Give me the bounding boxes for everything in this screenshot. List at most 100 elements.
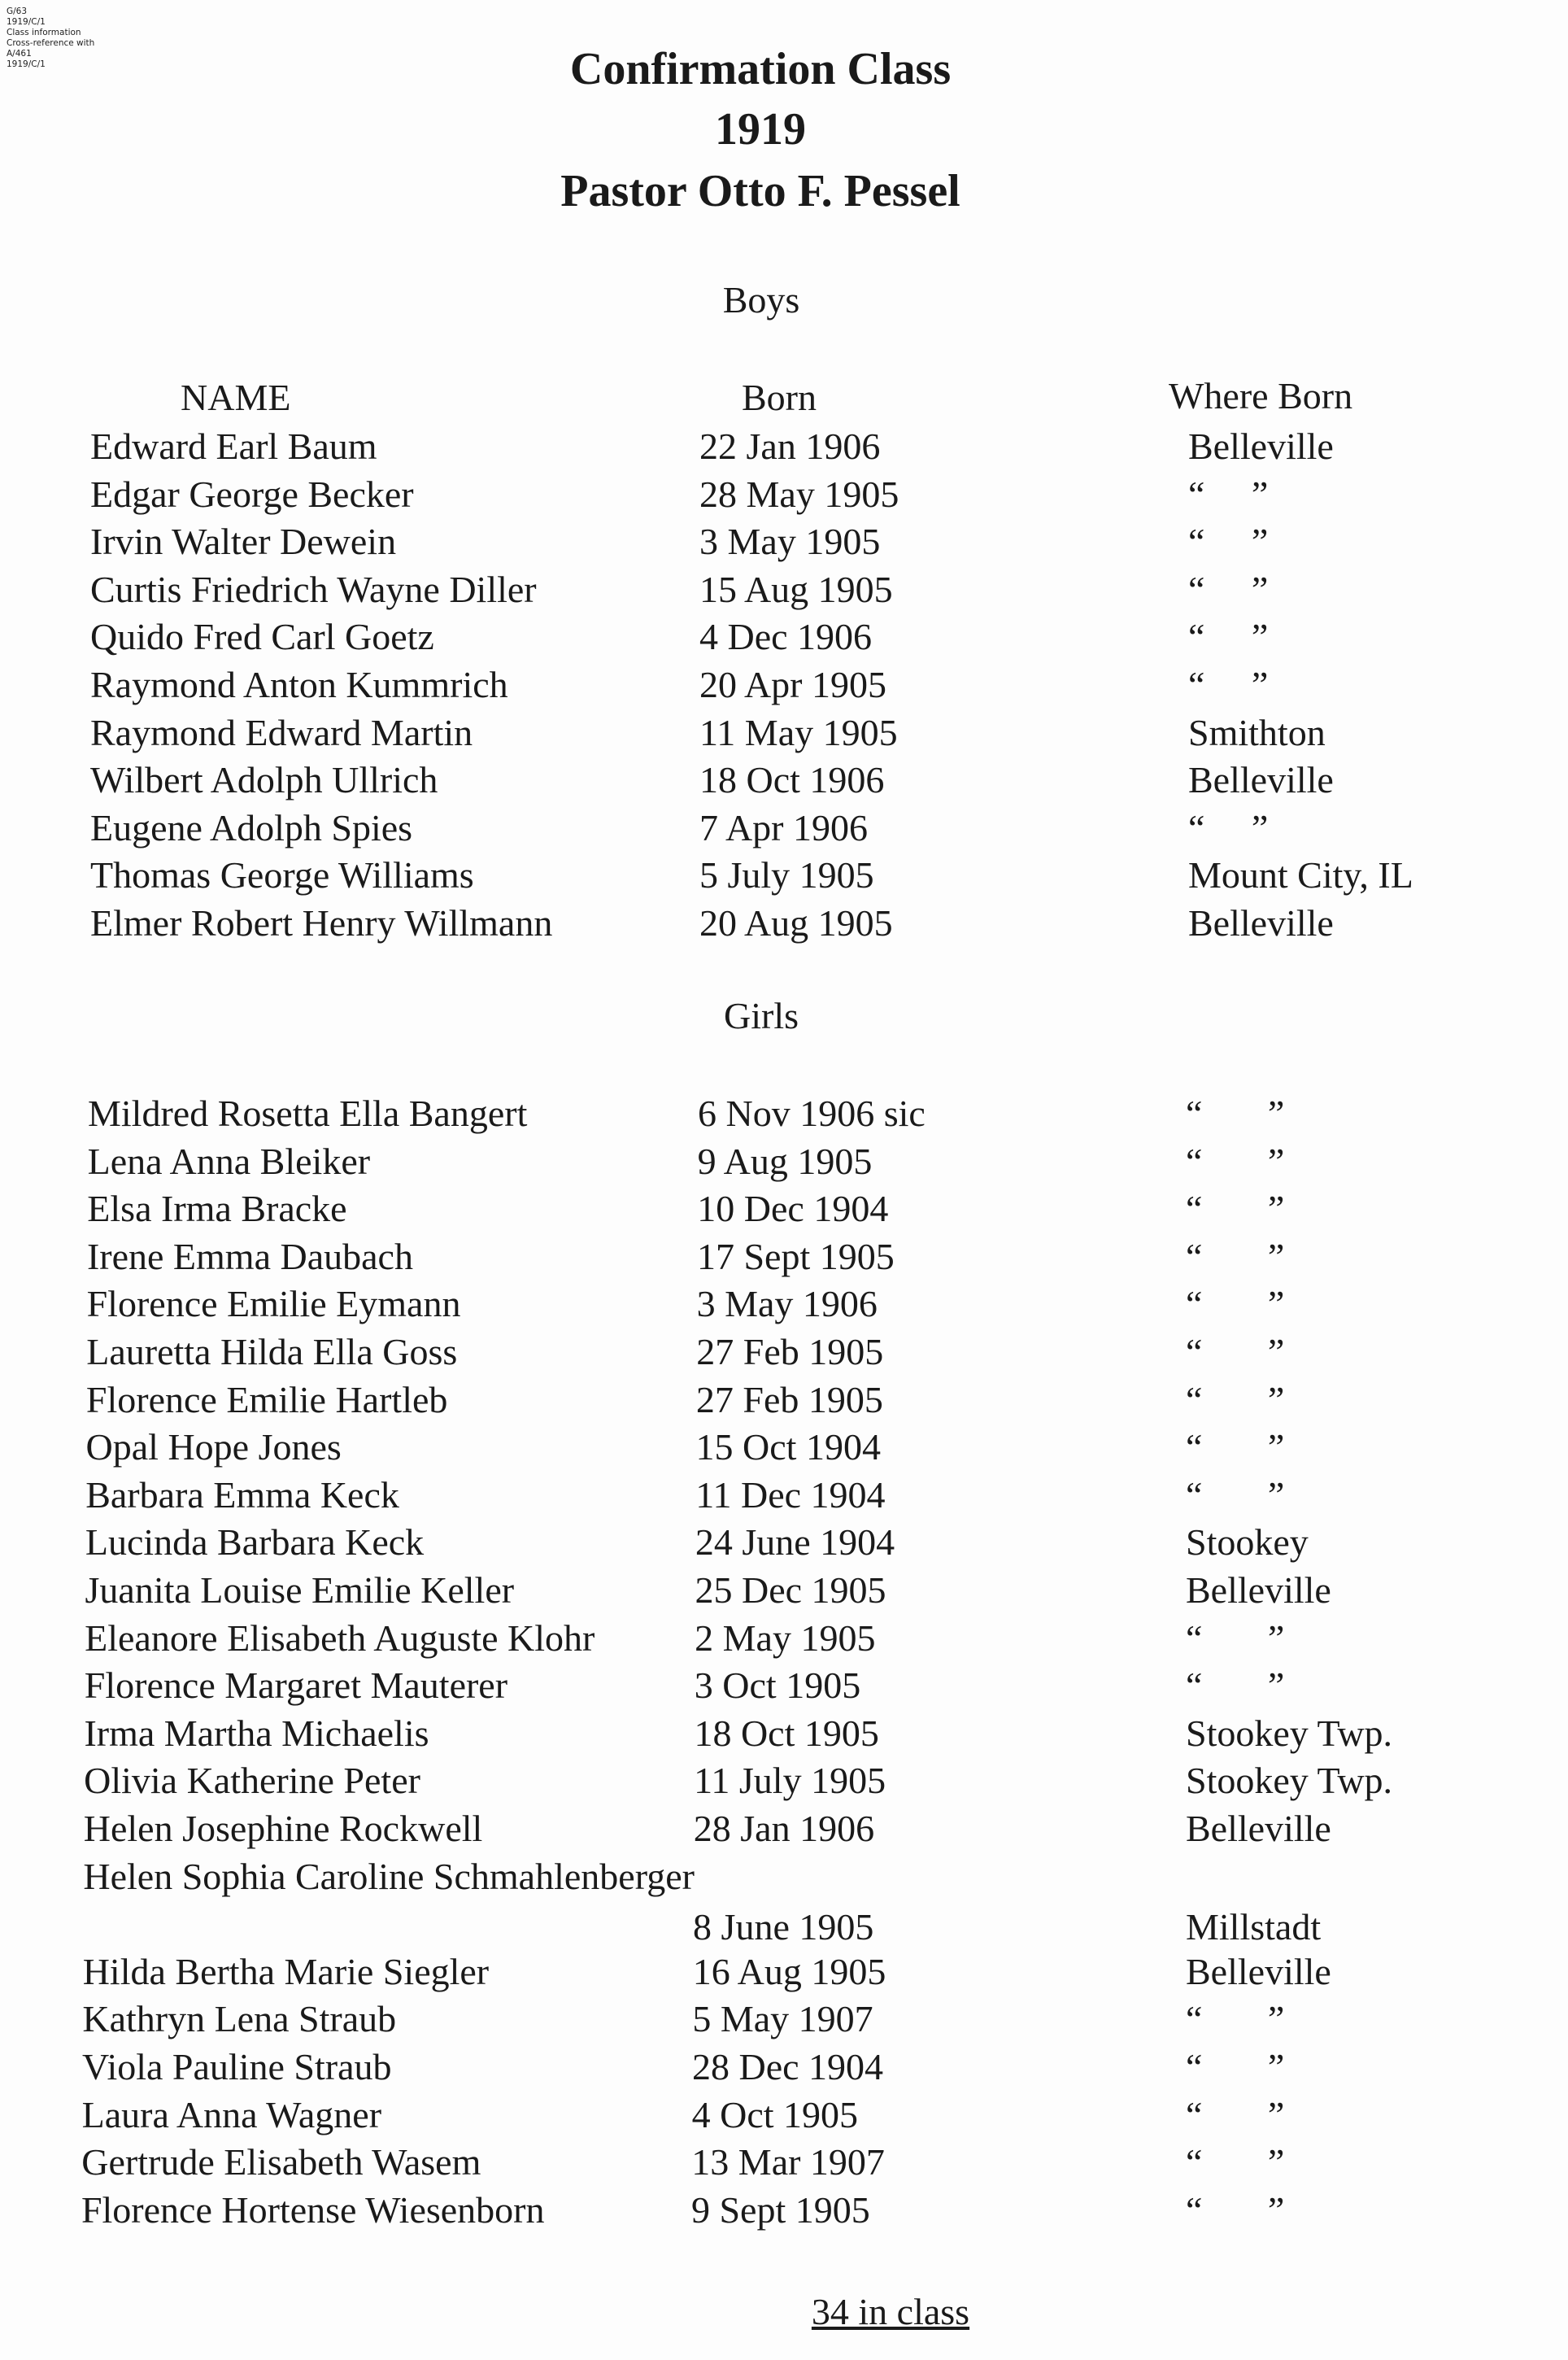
birthplace: “ ” [1186, 1616, 1285, 1659]
person-name: Irvin Walter Dewein [90, 521, 397, 563]
birthplace: “ ” [1188, 664, 1269, 705]
person-name: Curtis Friedrich Wayne Diller [90, 568, 537, 610]
note-line: 1919/C/1 [7, 17, 46, 27]
birth-date: 8 June 1905 [693, 1906, 874, 1948]
person-name: Thomas George Williams [90, 854, 474, 896]
table-row: Edgar George Becker 28 May 1905 “ ” [0, 471, 1568, 518]
birthplace: Belleville [1188, 425, 1334, 467]
birthplace: “ ” [1188, 806, 1269, 848]
person-name: Wilbert Adolph Ullrich [90, 759, 438, 801]
note-line: Class information [7, 28, 81, 37]
person-name: Quido Fred Carl Goetz [90, 616, 434, 658]
birth-date: 20 Aug 1905 [699, 902, 893, 944]
person-name: Elsa Irma Bracke [87, 1188, 347, 1230]
birthplace: “ ” [1186, 1093, 1285, 1134]
person-name: Gertrude Elisabeth Wasem [81, 2141, 481, 2183]
birth-date: 20 Apr 1905 [699, 664, 886, 705]
birthplace: “ ” [1186, 1664, 1285, 1707]
girls-heading: Girls [724, 995, 799, 1036]
person-name: Mildred Rosetta Ella Bangert [88, 1093, 528, 1134]
table-row: Florence Hortense Wiesenborn 9 Sept 1905 “… [0, 2187, 1568, 2234]
birthplace: “ ” [1186, 1283, 1285, 1325]
born-column-header: Born [742, 377, 817, 418]
person-name: Laura Anna Wagner [81, 2093, 382, 2135]
pastor-name: Pastor Otto F. Pessel [560, 166, 960, 216]
birth-date: 27 Feb 1905 [696, 1331, 884, 1372]
table-row: Lucinda Barbara Keck 24 June 1904 Stookey [0, 1519, 1568, 1566]
table-row: Laura Anna Wagner 4 Oct 1905 “ ” [0, 2092, 1568, 2139]
person-name: Raymond Edward Martin [90, 711, 473, 753]
table-row: Curtis Friedrich Wayne Diller 15 Aug 1905… [0, 566, 1568, 613]
birth-date: 22 Jan 1906 [699, 425, 881, 467]
table-row: Kathryn Lena Straub 5 May 1907 “ ” [0, 1996, 1568, 2043]
table-row: Mildred Rosetta Ella Bangert 6 Nov 1906 s… [0, 1090, 1568, 1137]
table-row: Elsa Irma Bracke 10 Dec 1904 “ ” [0, 1185, 1568, 1232]
birthplace: “ ” [1186, 2093, 1285, 2135]
table-row: Elmer Robert Henry Willmann 20 Aug 1905 Be… [0, 900, 1568, 947]
note-line: 1919/C/1 [7, 59, 46, 69]
table-row: Helen Josephine Rockwell 28 Jan 1906 Belle… [0, 1805, 1568, 1852]
person-name: Edward Earl Baum [90, 425, 377, 467]
birthplace: “ ” [1186, 2188, 1285, 2231]
birth-date: 25 Dec 1905 [695, 1569, 886, 1611]
person-name: Opal Hope Jones [85, 1426, 342, 1468]
table-row: Thomas George Williams 5 July 1905 Mount C… [0, 852, 1568, 899]
birth-date: 13 Mar 1907 [691, 2141, 885, 2183]
person-name: Irma Martha Michaelis [84, 1712, 429, 1754]
page-title: Confirmation Class [569, 44, 952, 94]
note-line: Cross-reference with [7, 38, 95, 48]
birth-date: 4 Dec 1906 [699, 616, 873, 658]
birthplace: “ ” [1186, 1473, 1285, 1516]
birthplace: Stookey Twp. [1186, 1760, 1393, 1802]
person-name: Raymond Anton Kummrich [90, 664, 508, 705]
table-row: Viola Pauline Straub 28 Dec 1904 “ ” [0, 2044, 1568, 2091]
table-row: Edward Earl Baum 22 Jan 1906 Belleville [0, 423, 1568, 470]
table-row: Eugene Adolph Spies 7 Apr 1906 “ ” [0, 805, 1568, 852]
birthplace: “ ” [1188, 521, 1269, 563]
birth-date: 28 May 1905 [699, 473, 899, 515]
birthplace: Millstadt [1186, 1906, 1322, 1948]
person-name: Hilda Bertha Marie Siegler [82, 1950, 490, 1992]
table-row: Olivia Katherine Peter 11 July 1905 Stooke… [0, 1757, 1568, 1804]
birth-date: 7 Apr 1906 [699, 806, 868, 848]
birthplace: Stookey [1186, 1521, 1309, 1564]
table-row: Irene Emma Daubach 17 Sept 1905 “ ” [0, 1233, 1568, 1280]
person-name: Irene Emma Daubach [86, 1235, 413, 1277]
birth-date: 11 May 1905 [699, 711, 898, 753]
where-born-column-header: Where Born [1169, 375, 1353, 417]
table-row: Barbara Emma Keck 11 Dec 1904 “ ” [0, 1472, 1568, 1519]
birthplace: “ ” [1186, 1426, 1285, 1468]
birthplace: Belleville [1186, 1950, 1331, 1992]
birthplace: “ ” [1186, 2046, 1285, 2087]
table-row: Lena Anna Bleiker 9 Aug 1905 “ ” [0, 1138, 1568, 1185]
birthplace: Belleville [1188, 902, 1334, 944]
person-name: Barbara Emma Keck [85, 1473, 399, 1516]
note-line: G/63 [7, 7, 28, 16]
birth-date: 5 May 1907 [692, 1998, 873, 2040]
birthplace: Belleville [1186, 1808, 1331, 1849]
table-row: 8 June 1905 Millstadt [0, 1904, 1568, 1951]
person-name: Kathryn Lena Straub [82, 1998, 397, 2040]
birth-date: 18 Oct 1905 [694, 1712, 879, 1754]
person-name: Eugene Adolph Spies [90, 806, 413, 848]
birth-date: 3 Oct 1905 [694, 1664, 861, 1707]
birthplace: Belleville [1186, 1569, 1331, 1611]
birthplace: “ ” [1186, 1378, 1285, 1420]
birthplace: “ ” [1186, 1235, 1285, 1277]
page-year: 1919 [715, 104, 806, 155]
birth-date: 4 Oct 1905 [691, 2093, 859, 2135]
birth-date: 28 Dec 1904 [692, 2046, 884, 2087]
table-row: Florence Emilie Eymann 3 May 1906 “ ” [0, 1280, 1568, 1328]
table-row: Eleanore Elisabeth Auguste Klohr 2 May 19… [0, 1615, 1568, 1662]
birthplace: “ ” [1186, 2141, 1285, 2183]
person-name: Edgar George Becker [90, 473, 414, 515]
person-name: Lauretta Hilda Ella Goss [86, 1331, 458, 1372]
birth-date: 9 Sept 1905 [690, 2188, 870, 2231]
table-row: Helen Sophia Caroline Schmahlenberger [0, 1853, 1568, 1900]
birthplace: Stookey Twp. [1186, 1712, 1393, 1754]
birthplace: “ ” [1186, 1140, 1285, 1182]
birthplace: “ ” [1186, 1331, 1285, 1372]
person-name: Florence Emilie Eymann [86, 1283, 461, 1325]
birth-date: 15 Oct 1904 [695, 1426, 881, 1468]
birth-date: 11 Dec 1904 [695, 1473, 886, 1516]
